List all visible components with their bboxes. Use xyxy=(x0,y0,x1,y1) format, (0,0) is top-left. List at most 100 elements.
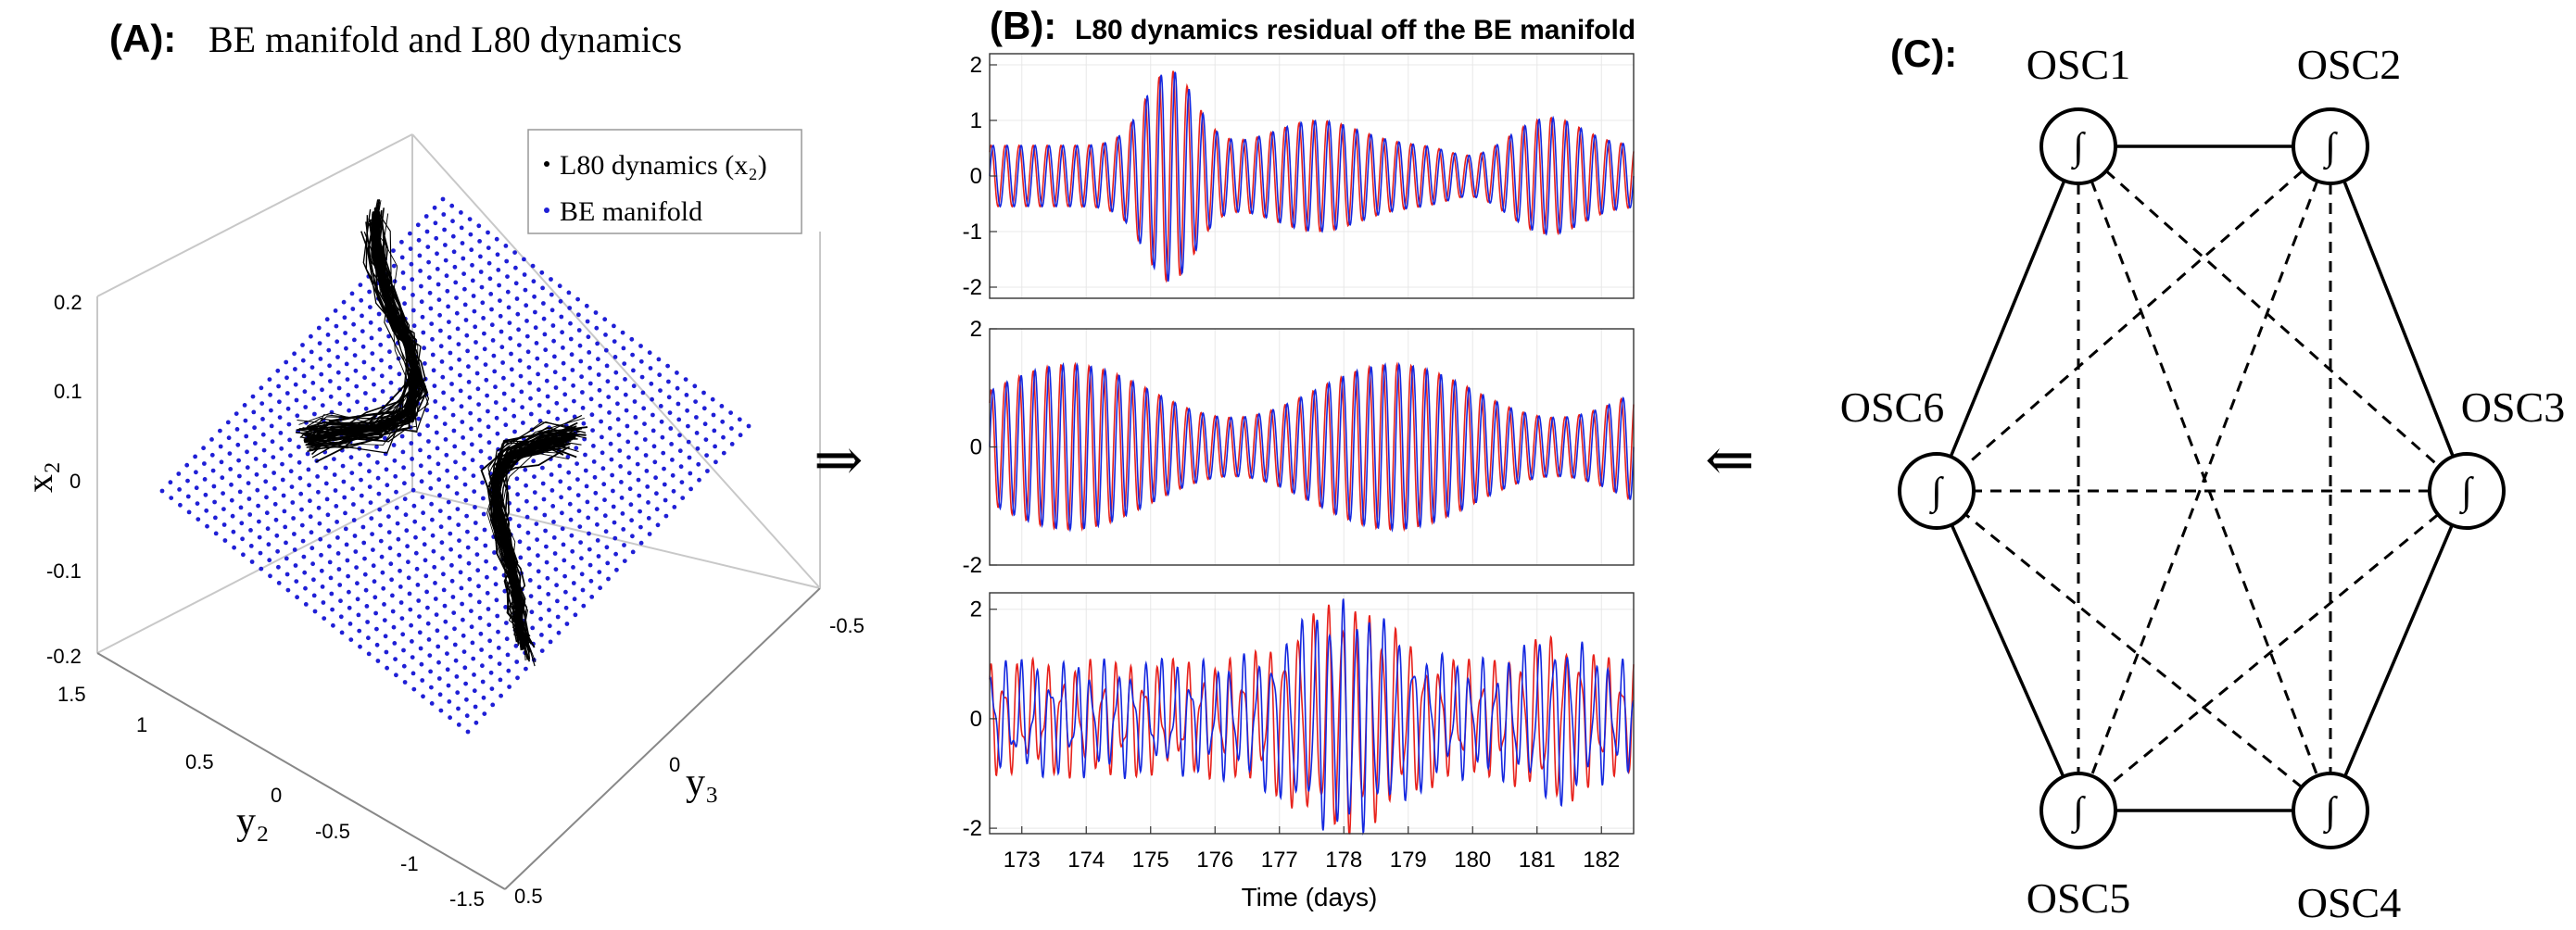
manifold-dot xyxy=(399,239,404,245)
manifold-dot xyxy=(587,531,591,536)
manifold-dot xyxy=(417,630,423,635)
manifold-dot xyxy=(469,426,474,432)
manifold-dot xyxy=(428,306,434,311)
manifold-dot xyxy=(279,446,284,451)
manifold-dot xyxy=(315,474,320,479)
manifold-dot xyxy=(285,587,291,593)
manifold-dot xyxy=(448,366,454,371)
manifold-dot xyxy=(297,459,302,465)
manifold-dot xyxy=(553,385,559,390)
manifold-dot xyxy=(438,344,444,349)
manifold-dot xyxy=(530,263,536,269)
manifold-dot xyxy=(247,512,253,517)
manifold-dot xyxy=(523,287,528,293)
manifold-dot xyxy=(320,584,325,589)
manifold-dot xyxy=(239,521,245,526)
manifold-dot xyxy=(360,509,365,514)
manifold-dot xyxy=(535,356,540,361)
manifold-dot xyxy=(338,598,343,604)
manifold-dot xyxy=(606,576,611,582)
manifold-dot xyxy=(424,408,430,413)
manifold-dot xyxy=(498,677,503,683)
manifold-dot xyxy=(385,483,390,488)
manifold-dot xyxy=(465,729,471,735)
manifold-dot xyxy=(423,573,429,579)
weak-coupling-edge xyxy=(2105,513,2440,788)
manifold-dot xyxy=(729,442,735,446)
manifold-dot xyxy=(280,477,285,483)
manifold-dot xyxy=(544,559,549,565)
manifold-dot xyxy=(485,393,489,398)
manifold-dot xyxy=(612,520,617,525)
manifold-dot xyxy=(366,453,371,459)
manifold-dot xyxy=(692,383,698,389)
manifold-dot xyxy=(540,481,546,486)
manifold-dot xyxy=(464,697,469,702)
manifold-dot xyxy=(177,487,183,492)
manifold-dot xyxy=(478,631,484,636)
manifold-dot xyxy=(619,480,624,484)
manifold-dot xyxy=(642,437,648,442)
manifold-dot xyxy=(450,595,456,599)
manifold-dot xyxy=(277,415,283,420)
manifold-dot xyxy=(244,434,249,439)
manifold-dot xyxy=(347,589,351,595)
manifold-dot xyxy=(486,230,490,235)
manifold-dot xyxy=(350,486,355,491)
manifold-dot xyxy=(413,550,419,556)
manifold-dot xyxy=(593,490,599,496)
manifold-dot xyxy=(549,277,553,282)
manifold-dot xyxy=(194,485,199,491)
manifold-dot xyxy=(335,520,339,524)
manifold-dot xyxy=(440,196,446,202)
manifold-dot xyxy=(475,386,481,392)
manifold-dot xyxy=(246,481,251,485)
manifold-dot xyxy=(563,605,569,610)
manifold-dot xyxy=(253,441,258,446)
manifold-dot xyxy=(509,367,514,372)
manifold-dot xyxy=(524,498,529,504)
manifold-dot xyxy=(312,609,318,614)
manifold-dot xyxy=(431,368,436,373)
panel-c-label: (C): xyxy=(1890,31,1957,75)
manifold-dot xyxy=(581,421,587,426)
manifold-dot xyxy=(342,315,347,320)
manifold-dot xyxy=(400,270,406,275)
manifold-dot xyxy=(325,333,331,337)
manifold-dot xyxy=(435,446,440,451)
manifold-dot xyxy=(269,408,273,413)
legend-marker-manifold xyxy=(544,207,549,213)
manifold-dot xyxy=(386,333,391,339)
manifold-dot xyxy=(461,466,467,471)
manifold-dot xyxy=(584,484,589,489)
manifold-dot xyxy=(383,435,387,441)
manifold-dot xyxy=(542,332,548,337)
manifold-dot xyxy=(390,593,395,598)
manifold-dot xyxy=(218,444,223,449)
manifold-dot xyxy=(685,408,689,413)
manifold-dot xyxy=(452,264,458,270)
manifold-dot xyxy=(493,384,498,390)
manifold-dot xyxy=(401,647,406,653)
manifold-dot xyxy=(465,545,471,550)
manifold-dot xyxy=(662,466,666,471)
manifold-dot xyxy=(229,497,234,503)
manifold-dot xyxy=(729,426,734,431)
manifold-dot xyxy=(502,407,508,412)
manifold-dot xyxy=(513,643,519,648)
manifold-dot xyxy=(515,675,520,681)
manifold-dot xyxy=(391,248,396,253)
manifold-dot xyxy=(448,547,453,552)
manifold-dot xyxy=(245,449,249,455)
manifold-dot xyxy=(397,371,402,377)
manifold-dot xyxy=(606,395,612,399)
manifold-dot xyxy=(380,570,385,575)
manifold-dot xyxy=(352,534,358,538)
manifold-dot xyxy=(351,502,356,507)
manifold-dot xyxy=(589,412,595,418)
manifold-dot xyxy=(518,555,524,560)
manifold-dot xyxy=(551,520,556,524)
manifold-dot xyxy=(301,554,307,559)
manifold-dot xyxy=(567,501,573,507)
manifold-dot xyxy=(470,458,475,463)
